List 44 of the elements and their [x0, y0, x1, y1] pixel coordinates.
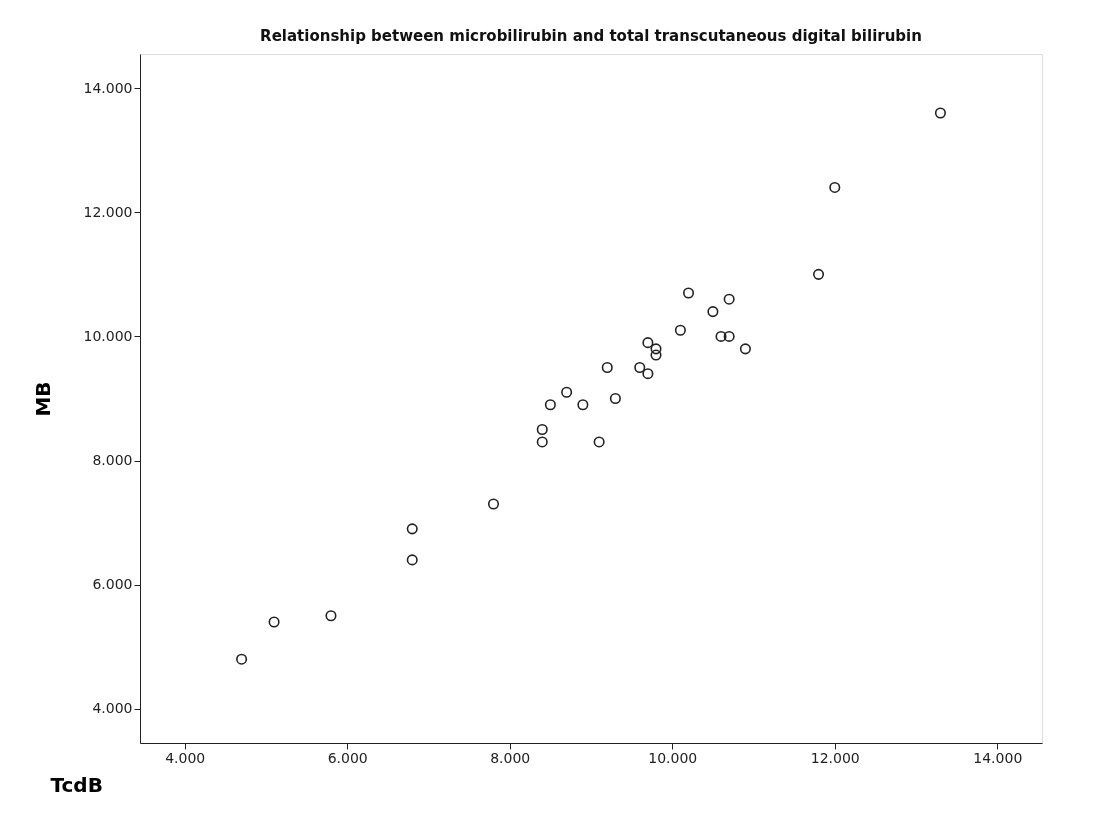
y-tick-label: 12.000 — [83, 203, 133, 220]
point — [674, 324, 686, 336]
point — [812, 268, 825, 280]
point — [536, 436, 548, 448]
point — [406, 523, 418, 535]
y-axis-title: MB — [30, 381, 55, 417]
x-axis-title: TcdB — [50, 772, 103, 797]
point — [723, 293, 735, 305]
y-tick-label: 6.000 — [92, 576, 133, 593]
y-tick-label: 14.000 — [83, 79, 133, 96]
point — [236, 653, 248, 665]
point — [934, 107, 946, 119]
point — [707, 306, 719, 318]
point — [723, 330, 735, 342]
point — [634, 361, 646, 373]
point — [829, 181, 841, 193]
point — [739, 343, 751, 355]
point — [406, 554, 418, 566]
x-tick-label: 8.000 — [490, 749, 531, 766]
x-tick-label: 12.000 — [810, 749, 860, 766]
point — [650, 343, 662, 355]
point — [642, 368, 654, 380]
point — [650, 349, 662, 361]
x-tick-label: 10.000 — [648, 749, 698, 766]
y-tick-label: 4.000 — [92, 700, 133, 717]
y-tick-label: 8.000 — [92, 452, 133, 469]
point — [487, 498, 500, 510]
point — [715, 330, 727, 342]
point — [536, 424, 548, 436]
point — [601, 361, 613, 373]
point — [609, 392, 621, 405]
x-tick-label: 4.000 — [165, 749, 206, 766]
point — [268, 616, 280, 628]
point — [593, 436, 605, 448]
point — [561, 386, 573, 398]
point — [544, 399, 556, 411]
point — [682, 287, 695, 299]
point — [325, 610, 337, 622]
point — [577, 399, 589, 411]
x-tick-label: 14.000 — [973, 749, 1023, 766]
chart-title: Relationship between microbilirubin and total transcutaneous digital bilirubin — [260, 27, 922, 45]
x-tick-label: 6.000 — [327, 749, 368, 766]
point — [642, 337, 654, 349]
y-tick-label: 10.000 — [83, 327, 133, 344]
